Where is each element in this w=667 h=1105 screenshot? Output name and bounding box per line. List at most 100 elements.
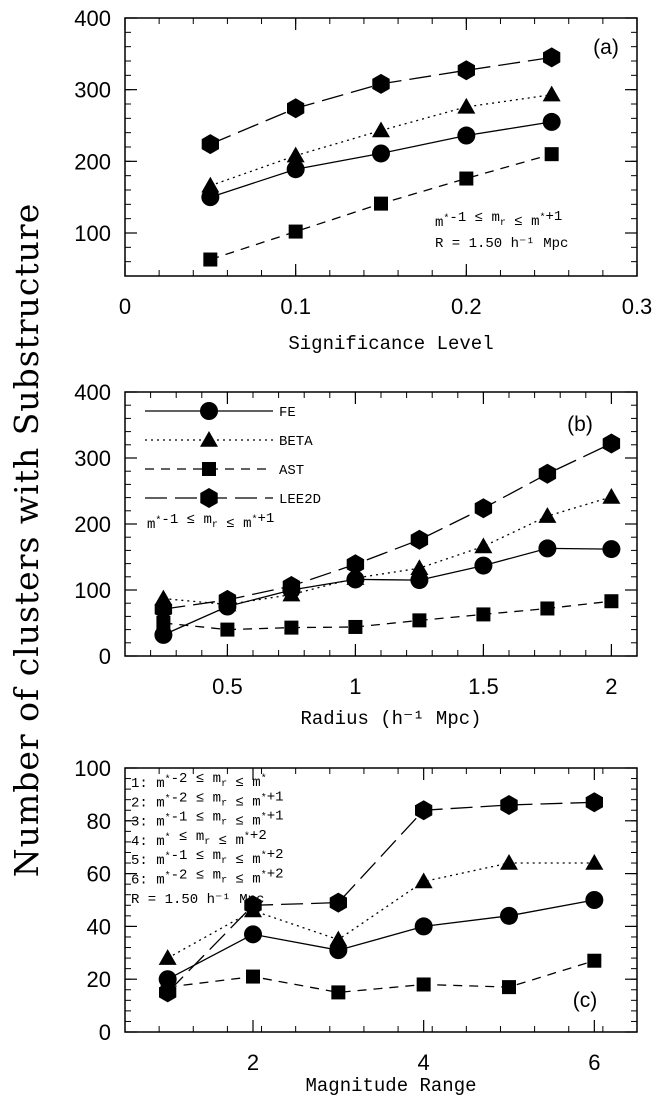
data-point-triangle bbox=[585, 854, 604, 870]
annotation-line: m*-1 ≤ mr ≤ m*+1 bbox=[435, 209, 562, 231]
data-point-triangle bbox=[457, 97, 476, 114]
series-hexagon bbox=[201, 47, 561, 155]
x-tick-label: 2 bbox=[247, 1050, 259, 1075]
data-point-circle bbox=[244, 925, 262, 944]
x-tick-label: 0.1 bbox=[280, 294, 311, 319]
data-point-circle bbox=[538, 539, 557, 558]
data-point-hexagon bbox=[218, 589, 237, 610]
x-tick-label: 6 bbox=[588, 1050, 600, 1075]
data-point-circle bbox=[154, 625, 173, 644]
data-point-triangle bbox=[602, 487, 621, 504]
legend-marker-triangle bbox=[200, 431, 218, 447]
legend-marker-hexagon bbox=[200, 488, 218, 508]
legend-marker-square bbox=[202, 462, 216, 476]
data-point-square bbox=[246, 969, 260, 984]
data-point-square bbox=[476, 607, 491, 622]
x-tick-label: 0 bbox=[119, 294, 131, 319]
y-tick-label: 300 bbox=[74, 78, 111, 103]
data-point-circle bbox=[414, 917, 433, 936]
y-tick-label: 300 bbox=[74, 446, 111, 471]
x-axis-title: Magnitude Range bbox=[305, 1075, 476, 1097]
data-point-circle bbox=[500, 906, 518, 925]
legend-marker-circle bbox=[200, 402, 218, 420]
panel-tag: (a) bbox=[593, 36, 619, 59]
y-tick-label: 20 bbox=[87, 967, 111, 992]
data-point-square bbox=[416, 977, 431, 992]
legend: FE BETA AST LEE2D bbox=[145, 402, 321, 508]
annotations: m*-1 ≤ mr ≤ m*+1 R = 1.50 h⁻¹ Mpc bbox=[435, 209, 568, 252]
data-point-hexagon bbox=[410, 529, 429, 550]
y-tick-label: 80 bbox=[87, 809, 111, 834]
series-square bbox=[160, 953, 602, 1000]
data-point-hexagon bbox=[500, 795, 518, 815]
data-point-triangle bbox=[410, 559, 429, 575]
data-point-triangle bbox=[329, 930, 348, 947]
data-point-hexagon bbox=[244, 895, 262, 916]
series-line bbox=[163, 442, 612, 610]
y-tick-label: 100 bbox=[74, 756, 111, 781]
x-tick-label: 1.5 bbox=[468, 674, 499, 699]
data-point-hexagon bbox=[346, 554, 365, 575]
annotation-line: R = 1.50 h⁻¹ Mpc bbox=[435, 236, 568, 252]
y-tick-label: 400 bbox=[74, 380, 111, 405]
data-point-square bbox=[587, 953, 602, 968]
data-point-triangle bbox=[474, 537, 493, 554]
x-tick-label: 2 bbox=[605, 674, 617, 699]
y-tick-label: 100 bbox=[74, 221, 111, 246]
x-tick-label: 1 bbox=[349, 674, 361, 699]
x-tick-label: 4 bbox=[418, 1050, 430, 1075]
series-circle bbox=[201, 112, 561, 207]
data-point-circle bbox=[286, 160, 305, 179]
data-point-hexagon bbox=[329, 892, 347, 913]
series-line bbox=[167, 899, 595, 980]
series-hexagon bbox=[159, 792, 603, 1003]
panel-tag: (b) bbox=[567, 413, 593, 436]
y-tick-label: 100 bbox=[74, 578, 111, 603]
y-tick-label: 200 bbox=[74, 512, 111, 537]
data-point-hexagon bbox=[287, 98, 305, 119]
data-point-triangle bbox=[286, 146, 305, 163]
data-point-triangle bbox=[538, 507, 557, 523]
data-point-circle bbox=[474, 556, 493, 575]
data-point-triangle bbox=[542, 85, 561, 102]
data-point-square bbox=[540, 601, 555, 616]
panel-b: 0.5 1 1.5 2 0 100 200 300 400 Radius (h⁻¹ Mpc) (b)… bbox=[74, 380, 638, 730]
legend-label: AST bbox=[279, 463, 304, 479]
data-point-hexagon bbox=[538, 463, 557, 484]
legend-label: FE bbox=[279, 405, 296, 421]
series-line bbox=[210, 94, 552, 187]
legend-label: LEE2D bbox=[279, 492, 321, 508]
annotation-line: 3: m*-1 ≤ mr ≤ m*+1 bbox=[131, 809, 284, 831]
data-point-hexagon bbox=[457, 60, 475, 81]
data-point-circle bbox=[201, 188, 220, 207]
y-tick-label: 0 bbox=[99, 644, 111, 669]
annotation-line: 2: m*-2 ≤ mr ≤ m*+1 bbox=[131, 789, 284, 811]
data-point-square bbox=[604, 594, 619, 609]
data-point-triangle bbox=[154, 589, 173, 606]
plot-frame bbox=[124, 767, 638, 1033]
data-point-hexagon bbox=[543, 47, 561, 68]
data-point-hexagon bbox=[201, 134, 219, 155]
data-point-square bbox=[331, 985, 346, 1000]
data-point-hexagon bbox=[282, 576, 301, 596]
y-tick-label: 60 bbox=[87, 862, 111, 887]
data-point-square bbox=[156, 616, 171, 630]
annotation-line: 1: m*-2 ≤ mr ≤ m* bbox=[131, 771, 267, 792]
series-triangle bbox=[201, 85, 561, 193]
annotation-line: 4: m* ≤ mr ≤ m*+2 bbox=[131, 828, 267, 850]
annotations: m*-1 ≤ mr ≤ m*+1 bbox=[147, 511, 274, 533]
data-point-triangle bbox=[414, 872, 433, 889]
x-axis-title: Significance Level bbox=[288, 333, 493, 355]
panel-tag: (c) bbox=[573, 989, 598, 1012]
y-tick-label: 400 bbox=[74, 6, 111, 31]
data-point-circle bbox=[410, 571, 429, 590]
data-point-hexagon bbox=[602, 433, 621, 454]
data-point-circle bbox=[457, 126, 476, 145]
data-point-hexagon bbox=[372, 73, 390, 94]
series-line bbox=[167, 960, 595, 994]
data-point-square bbox=[374, 196, 388, 211]
x-axis-title: Radius (h⁻¹ Mpc) bbox=[300, 708, 481, 730]
data-point-circle bbox=[602, 540, 621, 559]
annotations: 1: m*-2 ≤ mr ≤ m*2: m*-2 ≤ mr ≤ m*+13: m… bbox=[131, 771, 284, 908]
